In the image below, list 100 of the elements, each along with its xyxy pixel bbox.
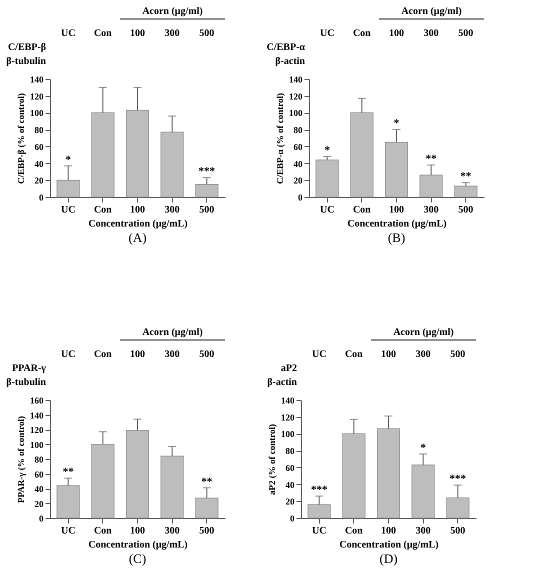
category-label: Con <box>344 349 363 360</box>
y-tick-label: 60 <box>34 469 44 480</box>
text: Acorn (μg/ml) <box>142 327 203 338</box>
text: (D) <box>379 551 398 566</box>
y-tick-label: 100 <box>289 108 303 118</box>
y-tick-label: 40 <box>286 480 295 490</box>
annotation: *** <box>310 484 328 496</box>
x-axis-title: Concentration (μg/mL) <box>339 540 439 550</box>
category-label: UC <box>312 349 326 360</box>
x-axis-title: Concentration (μg/mL) <box>88 540 188 550</box>
y-axis-title: C/EBP-β (% of control) <box>16 93 26 184</box>
category-label: 100 <box>130 28 145 39</box>
x-tick-label: 300 <box>164 204 180 216</box>
y-tick-label: 20 <box>286 496 295 507</box>
y-tick-label: 140 <box>289 74 303 84</box>
text: β-actin <box>267 377 298 388</box>
x-tick-label: 300 <box>424 204 439 216</box>
y-tick-label: 0 <box>290 514 295 524</box>
annotation: * <box>394 118 400 130</box>
y-tick-label: 60 <box>286 462 295 473</box>
bar <box>446 497 470 518</box>
bar <box>342 433 366 518</box>
text: Acorn (μg/ml) <box>401 6 462 17</box>
category-label: 500 <box>199 349 214 360</box>
bar <box>412 464 435 518</box>
y-tick-label: 20 <box>294 176 303 186</box>
x-tick-label: UC <box>60 204 76 216</box>
y-tick-label: 140 <box>30 74 44 84</box>
y-tick-label: 80 <box>286 446 295 456</box>
y-tick-label: 100 <box>30 108 44 118</box>
x-tick-label: UC <box>320 204 334 216</box>
y-tick-label: 60 <box>294 142 303 152</box>
x-tick-label: 500 <box>458 204 474 216</box>
bar <box>56 485 80 518</box>
x-tick-label: 100 <box>389 204 404 216</box>
y-axis-title: aP2 (% of control) <box>267 424 277 496</box>
x-tick-label: 100 <box>130 204 145 216</box>
category-label: UC <box>60 349 76 360</box>
bar <box>195 498 218 518</box>
y-tick-label: 80 <box>294 125 303 136</box>
category-label: 100 <box>389 28 404 39</box>
annotation: ** <box>426 152 438 165</box>
text: (C) <box>128 551 146 566</box>
text: PPAR-γ <box>12 363 46 374</box>
y-tick-label: 20 <box>34 176 44 186</box>
category-label: 500 <box>458 28 474 39</box>
y-tick-label: 20 <box>34 498 44 509</box>
y-tick-label: 0 <box>39 192 44 202</box>
x-tick-label: Con <box>352 204 372 216</box>
text: (A) <box>128 230 147 245</box>
bar <box>91 444 114 518</box>
category-label: UC <box>60 28 76 39</box>
x-tick-label: 300 <box>164 526 180 536</box>
category-label: Con <box>94 28 112 39</box>
x-tick-label: 300 <box>416 526 431 536</box>
x-tick-label: UC <box>60 526 76 536</box>
text: β-tubulin <box>6 56 46 67</box>
x-tick-label: 500 <box>199 204 214 216</box>
y-tick-label: 140 <box>30 410 44 420</box>
text: β-tubulin <box>6 377 46 388</box>
x-axis-title: Concentration (μg/mL) <box>88 218 188 230</box>
y-tick-label: 0 <box>298 192 303 202</box>
y-tick-label: 120 <box>30 91 44 102</box>
category-label: Con <box>94 349 112 360</box>
x-tick-label: Con <box>344 526 364 536</box>
category-label: Con <box>352 28 371 39</box>
y-tick-label: 120 <box>30 425 44 435</box>
category-label: 100 <box>130 349 145 360</box>
bar <box>126 430 150 518</box>
annotation: *** <box>198 166 216 178</box>
y-tick-label: 160 <box>30 396 44 406</box>
category-label: 300 <box>164 349 180 360</box>
text: C/EBP-β <box>8 42 46 53</box>
x-tick-label: Con <box>94 204 112 216</box>
y-tick-label: 120 <box>289 91 303 102</box>
bar <box>376 428 400 518</box>
y-axis-title: C/EBP-α (% of control) <box>275 92 285 184</box>
category-label: 300 <box>424 28 439 39</box>
y-tick-label: 40 <box>294 158 303 169</box>
category-label: 500 <box>199 28 214 39</box>
bar <box>308 504 331 518</box>
annotation: ** <box>201 476 213 488</box>
annotation: ** <box>62 466 74 478</box>
x-tick-label: 500 <box>199 526 214 536</box>
category-label: 300 <box>416 349 431 360</box>
category-label: 500 <box>450 349 466 360</box>
category-label: 100 <box>381 349 396 360</box>
text: Acorn (μg/ml) <box>142 6 203 17</box>
annotation: * <box>324 144 330 157</box>
y-tick-label: 0 <box>39 514 44 524</box>
x-tick-label: UC <box>312 526 326 536</box>
y-tick-label: 40 <box>34 484 44 494</box>
bar <box>160 456 184 518</box>
x-tick-label: 500 <box>450 526 466 536</box>
annotation: ** <box>460 170 472 183</box>
text: Acorn (μg/ml) <box>393 327 454 338</box>
text: β-actin <box>275 56 306 67</box>
y-tick-label: 100 <box>281 429 295 440</box>
y-tick-label: 120 <box>281 412 295 422</box>
x-tick-label: 100 <box>130 526 145 536</box>
